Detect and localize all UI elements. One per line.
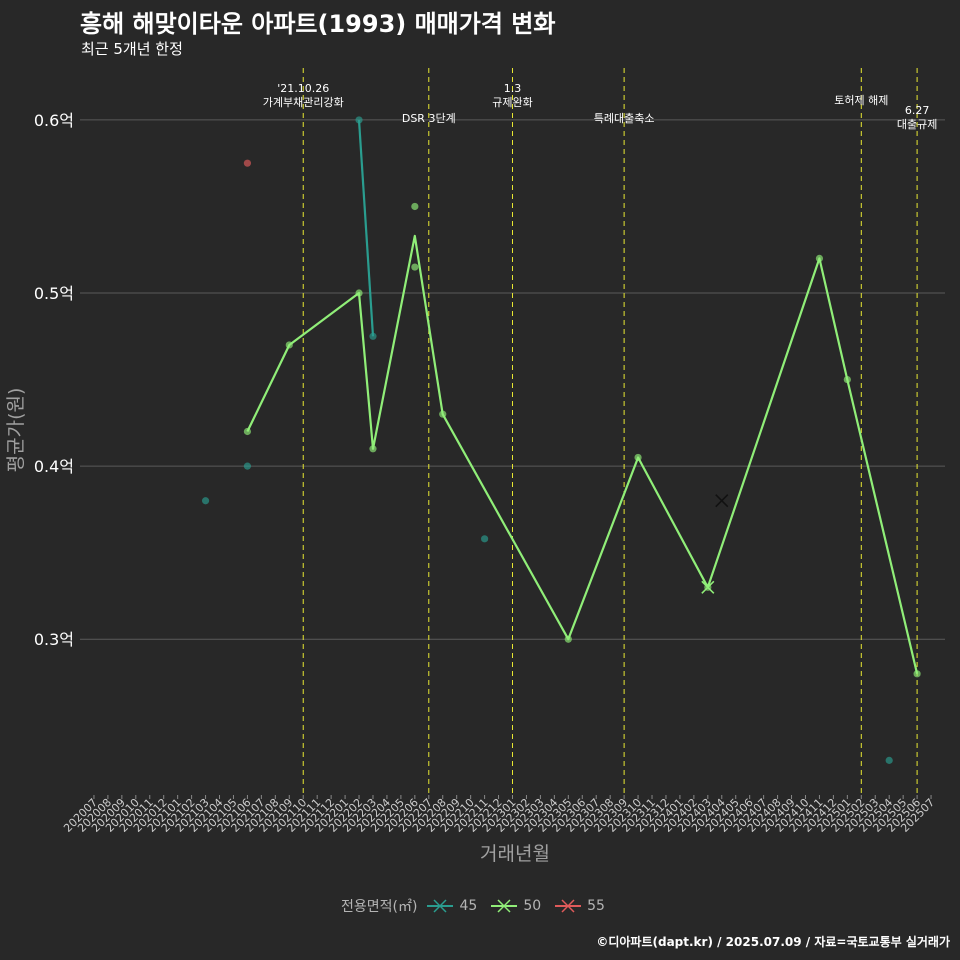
legend-item-50: 50 — [491, 896, 541, 916]
data-point-45 — [885, 756, 893, 764]
y-tick-label: 0.3억 — [34, 630, 74, 649]
source-caption: ©디아파트(dapt.kr) / 2025.07.09 / 자료=국토교통부 실… — [596, 935, 950, 949]
y-tick-label: 0.4억 — [34, 457, 74, 476]
data-point-50 — [243, 427, 252, 436]
event-label: 토허제 해제 — [834, 93, 888, 107]
cross-marker — [701, 580, 715, 594]
event-label: DSR 3단계 — [402, 112, 456, 125]
event-label-line: 가계부채관리강화 — [263, 96, 344, 109]
axis-layer: 0.3억0.4억0.5억0.6억202007202008202009202010… — [34, 111, 937, 835]
legend-label-45: 45 — [459, 898, 478, 914]
event-label-line: 6.27 — [905, 104, 930, 117]
data-point-50 — [411, 202, 419, 211]
event-label-line: 토허제 해제 — [834, 93, 888, 107]
legend-key-50 — [491, 899, 518, 913]
data-point-45 — [201, 497, 210, 505]
legend-key-45 — [427, 899, 454, 913]
event-label-line: '21.10.26 — [277, 82, 329, 95]
event-label-line: 1.3 — [504, 82, 522, 95]
legend-item-55: 55 — [555, 896, 605, 916]
event-label-line: DSR 3단계 — [402, 112, 456, 125]
data-point-50 — [634, 453, 642, 462]
chart-title: 흥해 해맞이타운 아파트(1993) 매매가격 변화 — [80, 10, 556, 38]
event-label: 1.3 규제완화 — [492, 82, 532, 109]
legend-key-55 — [555, 899, 582, 913]
data-point-50 — [815, 254, 824, 263]
series-layer — [201, 116, 921, 764]
data-point-50 — [369, 445, 377, 453]
data-point-45 — [355, 116, 363, 124]
data-point-50 — [913, 670, 921, 678]
data-point-50 — [439, 410, 447, 418]
data-point-50 — [843, 375, 851, 384]
event-label: '21.10.26 가계부채관리강화 — [263, 82, 344, 109]
chart-subtitle: 최근 5개년 한정 — [81, 40, 183, 58]
event-label-line: 대출규제 — [897, 118, 937, 131]
data-point-50 — [411, 263, 419, 271]
event-label-line: 특례대출축소 — [594, 112, 655, 125]
y-tick-label: 0.6억 — [34, 111, 74, 130]
data-point-55 — [243, 159, 252, 167]
data-point-50 — [355, 289, 363, 297]
data-point-50 — [285, 341, 293, 349]
y-axis-title: 평균가(원) — [5, 388, 27, 473]
cross-marker — [715, 494, 729, 508]
event-label: 특례대출축소 — [594, 112, 655, 125]
event-label: 6.27 대출규제 — [897, 104, 937, 131]
data-point-45 — [243, 462, 252, 470]
legend-title: 전용면적(㎡) — [341, 899, 418, 915]
data-point-45 — [369, 332, 377, 340]
x-axis-title: 거래년월 — [480, 843, 550, 865]
series-line-50 — [246, 234, 919, 675]
legend-label-50: 50 — [523, 898, 542, 914]
legend-label-55: 55 — [587, 898, 605, 914]
data-point-50 — [564, 635, 572, 643]
legend: 전용면적(㎡) 45 50 55 — [0, 896, 960, 916]
data-point-45 — [480, 535, 489, 543]
y-tick-label: 0.5억 — [34, 284, 74, 303]
series-line-45 — [357, 119, 375, 337]
event-label-line: 규제완화 — [492, 96, 532, 109]
legend-item-45: 45 — [427, 896, 477, 916]
